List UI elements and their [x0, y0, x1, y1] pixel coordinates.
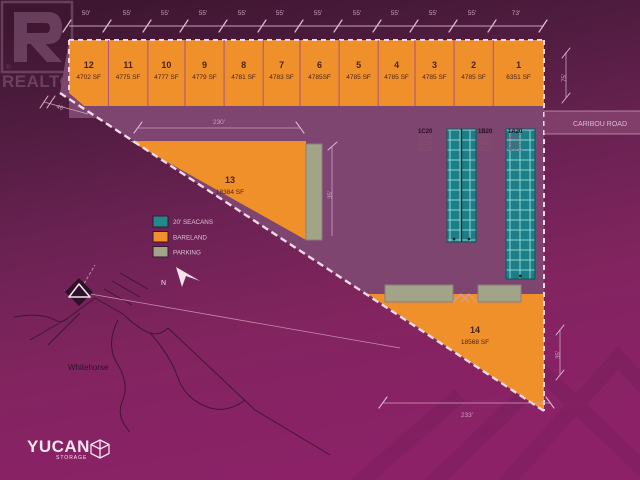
svg-text:4779 SF: 4779 SF — [192, 74, 217, 81]
svg-text:6351 SF: 6351 SF — [506, 74, 531, 81]
svg-text:9: 9 — [202, 60, 207, 70]
svg-text:PARKING: PARKING — [173, 250, 201, 257]
svg-text:11: 11 — [123, 60, 133, 70]
svg-text:1: 1 — [516, 60, 521, 70]
svg-text:4C20: 4C20 — [418, 147, 433, 153]
svg-text:73': 73' — [512, 10, 520, 17]
svg-text:35': 35' — [328, 191, 334, 199]
svg-text:Whitehorse: Whitehorse — [68, 363, 109, 372]
svg-text:4777 SF: 4777 SF — [154, 74, 179, 81]
svg-text:55': 55' — [353, 10, 361, 17]
svg-text:12: 12 — [84, 60, 94, 70]
svg-text:230': 230' — [213, 119, 225, 126]
svg-text:4783 SF: 4783 SF — [269, 74, 294, 81]
svg-text:5: 5 — [356, 60, 361, 70]
svg-text:®: ® — [6, 64, 11, 71]
svg-text:4785SF: 4785SF — [308, 74, 331, 81]
svg-text:55': 55' — [276, 10, 284, 17]
svg-text:75': 75' — [562, 74, 568, 82]
svg-text:6: 6 — [317, 60, 322, 70]
svg-text:4A20: 4A20 — [508, 147, 523, 153]
svg-text:18568 SF: 18568 SF — [461, 339, 489, 346]
svg-text:4785 SF: 4785 SF — [384, 74, 409, 81]
svg-text:55': 55' — [123, 10, 131, 17]
svg-text:14: 14 — [470, 325, 480, 335]
svg-text:55': 55' — [468, 10, 476, 17]
svg-text:BARELAND: BARELAND — [173, 235, 207, 242]
svg-text:50': 50' — [82, 10, 90, 17]
svg-text:4: 4 — [394, 60, 399, 70]
svg-text:4785 SF: 4785 SF — [461, 74, 486, 81]
svg-text:3: 3 — [432, 60, 437, 70]
svg-text:18384 SF: 18384 SF — [216, 189, 244, 196]
svg-text:55': 55' — [391, 10, 399, 17]
svg-text:233': 233' — [461, 412, 473, 419]
svg-text:4781 SF: 4781 SF — [231, 74, 256, 81]
svg-text:4B20: 4B20 — [478, 147, 493, 153]
svg-text:55': 55' — [161, 10, 169, 17]
svg-text:2: 2 — [471, 60, 476, 70]
svg-text:8: 8 — [241, 60, 246, 70]
svg-text:4702 SF: 4702 SF — [76, 74, 101, 81]
svg-text:4785 SF: 4785 SF — [422, 74, 447, 81]
svg-text:YUCAN: YUCAN — [27, 437, 90, 456]
svg-text:55': 55' — [429, 10, 437, 17]
svg-text:55': 55' — [199, 10, 207, 17]
svg-text:55': 55' — [238, 10, 246, 17]
svg-text:4785 SF: 4785 SF — [346, 74, 371, 81]
svg-text:20' SEACANS: 20' SEACANS — [173, 219, 213, 226]
svg-text:CARIBOU ROAD: CARIBOU ROAD — [573, 121, 627, 128]
svg-text:4775 SF: 4775 SF — [116, 74, 141, 81]
svg-text:55': 55' — [314, 10, 322, 17]
svg-text:10: 10 — [161, 60, 171, 70]
svg-text:35': 35' — [556, 351, 562, 359]
svg-text:13: 13 — [225, 175, 235, 185]
svg-text:STORAGE: STORAGE — [56, 455, 87, 461]
svg-text:N: N — [161, 280, 166, 287]
svg-text:7: 7 — [279, 60, 284, 70]
